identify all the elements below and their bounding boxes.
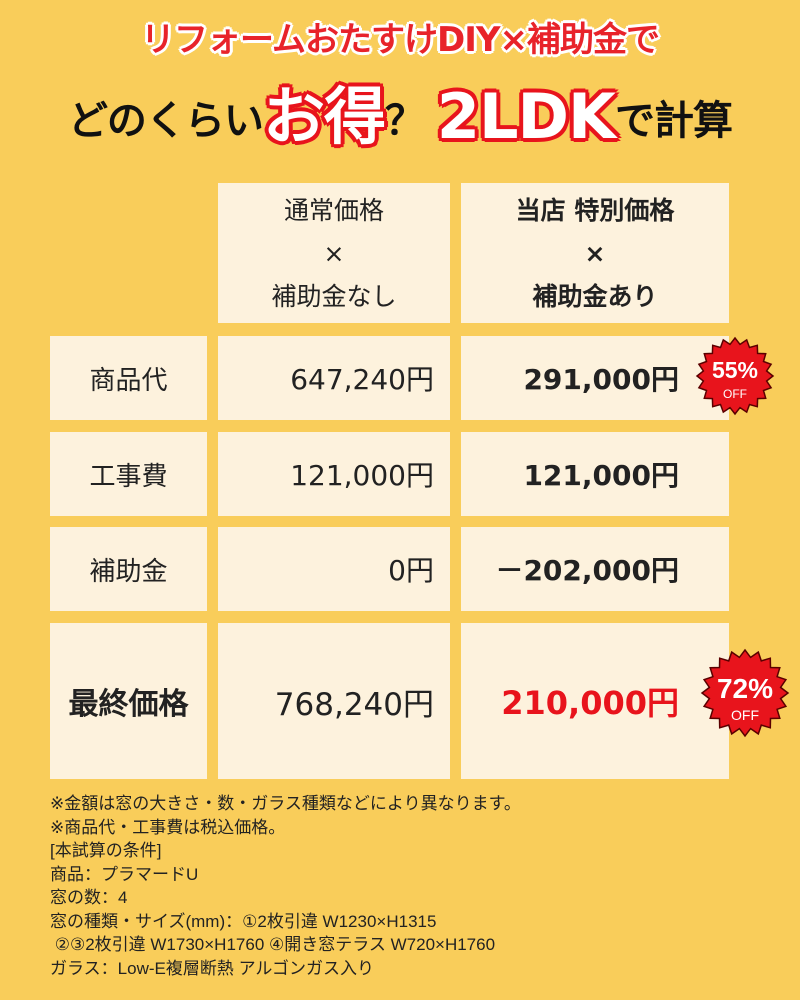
subsidy-normal-value: 0円: [218, 527, 450, 611]
title-prefix: どのくらい: [67, 98, 264, 144]
header-line: 補助金なし: [271, 281, 397, 311]
product-normal-value: 647,240円: [218, 336, 450, 420]
badge-percent: 55%: [712, 357, 758, 383]
discount-badge-72: 72% OFF: [700, 648, 790, 738]
note-line: ※商品代・工事費は税込価格。: [50, 817, 286, 837]
discount-badge-55: 55% OFF: [695, 336, 775, 416]
badge-off: OFF: [731, 707, 759, 723]
footnotes: ※金額は窓の大きさ・数・ガラス種類などにより異なります。 ※商品代・工事費は税込…: [50, 792, 521, 980]
title-question: ？: [384, 98, 425, 144]
note-line: 窓の種類・サイズ(mm)：①2枚引違 W1230×H1315: [50, 911, 437, 931]
row-label-product: 商品代: [50, 336, 207, 420]
starburst-icon: [700, 648, 790, 738]
title-highlight-otoku: お得: [262, 80, 386, 153]
title-line-1: リフォームおたすけDIY×補助金で: [141, 20, 660, 60]
header-line: 補助金あり: [532, 281, 658, 311]
header-line: ×: [584, 238, 606, 268]
title-highlight-2ldk: 2LDK: [436, 80, 616, 153]
header-line: ×: [323, 238, 345, 268]
header-special-price: 当店 特別価格 × 補助金あり: [461, 183, 729, 323]
starburst-icon: [695, 336, 775, 416]
row-label-subsidy: 補助金: [50, 527, 207, 611]
badge-percent: 72%: [717, 673, 773, 704]
note-line: ガラス：Low-E複層断熱 アルゴンガス入り: [50, 958, 375, 978]
row-label-final: 最終価格: [50, 623, 207, 779]
row-label-construction: 工事費: [50, 432, 207, 516]
final-normal-value: 768,240円: [218, 623, 450, 779]
title-suffix: で計算: [615, 98, 733, 144]
final-special-value: 210,000円: [461, 623, 729, 779]
note-line: ※金額は窓の大きさ・数・ガラス種類などにより異なります。: [50, 794, 521, 813]
badge-off: OFF: [723, 387, 747, 401]
header-normal-price: 通常価格 × 補助金なし: [218, 183, 450, 323]
construction-special-value: 121,000円: [461, 432, 729, 516]
header-line: 通常価格: [283, 195, 384, 225]
product-special-value: 291,000円: [461, 336, 729, 420]
header-line: 当店 特別価格: [515, 195, 675, 225]
note-line: [本試算の条件]: [50, 841, 162, 860]
note-line: 窓の数：4: [50, 888, 128, 907]
subsidy-special-value: －202,000円: [461, 527, 729, 611]
note-line: 商品：プラマードU: [50, 864, 199, 884]
note-line: ②③2枚引違 W1730×H1760 ④開き窓テラス W720×H1760: [50, 935, 496, 954]
construction-normal-value: 121,000円: [218, 432, 450, 516]
title-line-2: どのくらいお得？ 2LDKで計算: [0, 66, 800, 156]
